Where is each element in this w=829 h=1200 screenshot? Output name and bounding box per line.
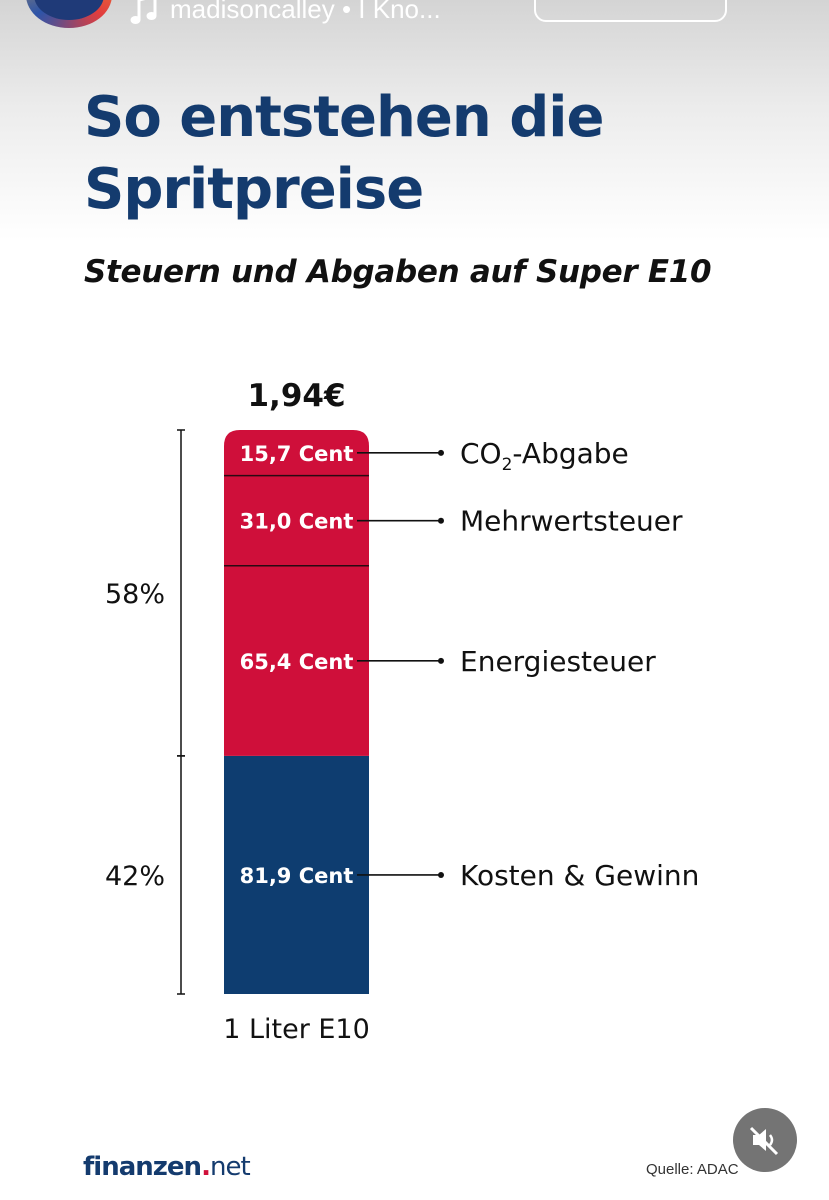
music-note-icon [130, 0, 157, 24]
page-subtitle: Steuern und Abgaben auf Super E10 [84, 254, 712, 290]
segment-value-label: 31,0 Cent [240, 510, 354, 534]
bar-segment [224, 430, 369, 476]
category-label: 1 Liter E10 [223, 1014, 370, 1045]
header-background [0, 0, 829, 240]
segment-category-label: Kosten & Gewinn [460, 859, 699, 892]
mute-button[interactable] [733, 1108, 797, 1172]
speaker-muted-icon [749, 1126, 779, 1156]
finanzen-logo: finanzen.net [83, 1152, 251, 1182]
music-track-text[interactable]: madisoncalley • I Kno... [170, 0, 441, 24]
bar-group [224, 430, 369, 994]
logo-dot: . [201, 1152, 211, 1182]
segment-value-label: 81,9 Cent [240, 864, 354, 888]
segment-category-label: CO2-Abgabe [460, 437, 629, 475]
bar-segment [224, 475, 369, 566]
label-subscript: 2 [502, 455, 513, 475]
bracket-percent-label: 58% [105, 579, 165, 610]
connector-dot [438, 517, 444, 524]
bracket-percent-label: 42% [105, 861, 165, 892]
bar-segment [224, 755, 369, 994]
bar-segments [224, 430, 369, 994]
logo-main-text: finanzen [83, 1152, 202, 1182]
segment-category-label: Mehrwertsteuer [460, 505, 683, 538]
post-header-bar: madisoncalley • I Kno... [0, 0, 829, 40]
segment-value-label: 65,4 Cent [240, 650, 354, 674]
label-part: CO [460, 437, 502, 470]
segment-value-label: 15,7 Cent [240, 442, 354, 466]
total-value-label: 1,94€ [247, 378, 345, 414]
logo-tld-text: net [209, 1152, 251, 1182]
connector-dot [438, 449, 444, 456]
label-group: 81,9 Cent Kosten & Gewinn 65,4 Cent Energie… [105, 378, 699, 1045]
connector-dot [438, 871, 444, 878]
connector-dot [438, 657, 444, 664]
page-title: So entstehen die Spritpreise [84, 85, 604, 222]
segment-category-label: Energiesteuer [460, 645, 656, 678]
source-note: Quelle: ADAC [646, 1161, 739, 1178]
follow-button[interactable] [534, 0, 727, 22]
label-part: -Abgabe [512, 437, 628, 470]
bar-segment [224, 565, 369, 756]
